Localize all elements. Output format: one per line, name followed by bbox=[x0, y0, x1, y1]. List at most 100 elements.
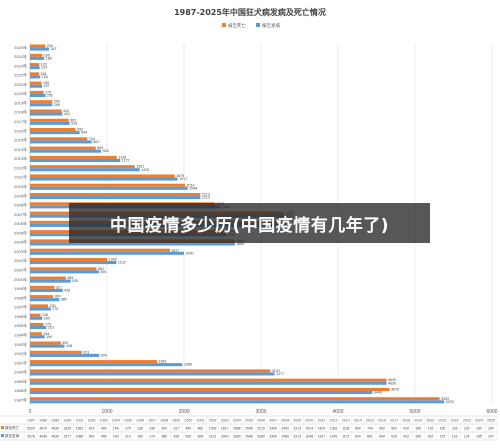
table-cell: 744 bbox=[367, 427, 373, 431]
data-label: 2000 bbox=[186, 251, 194, 255]
table-cell: 290 bbox=[415, 427, 421, 431]
bar-1993-incidence bbox=[30, 344, 65, 348]
table-cell: 4630 bbox=[51, 435, 59, 439]
bar-2003-incidence bbox=[30, 251, 184, 255]
y-tick-label: 2011年 bbox=[14, 174, 27, 180]
data-label: 124 bbox=[41, 66, 47, 70]
bar-2018-death bbox=[30, 109, 62, 113]
data-label: 744 bbox=[89, 137, 95, 141]
table-year: 2024 bbox=[475, 419, 483, 423]
data-label: 290 bbox=[54, 103, 60, 107]
data-label: 1003 bbox=[109, 258, 117, 262]
y-tick-label: 2001年 bbox=[14, 267, 27, 273]
bar-2019-incidence bbox=[30, 103, 53, 107]
data-label: 136 bbox=[42, 313, 48, 317]
table-year: 1990 bbox=[63, 419, 71, 423]
data-label: 154 bbox=[43, 332, 49, 336]
y-tick-label: 2015年 bbox=[14, 137, 27, 143]
x-tick-label: 5000 bbox=[409, 409, 420, 415]
table-year: 1991 bbox=[75, 419, 83, 423]
table-cell: 4630 bbox=[51, 427, 59, 431]
data-label: 1425 bbox=[141, 168, 149, 172]
table-cell: 150 bbox=[440, 427, 446, 431]
x-tick-label: 3000 bbox=[255, 409, 266, 415]
bar-2015-incidence bbox=[30, 140, 92, 144]
bar-2014-incidence bbox=[30, 149, 102, 153]
y-tick-label: 2024年 bbox=[14, 53, 27, 59]
table-cell: 3177 bbox=[64, 435, 72, 439]
data-label: 3177 bbox=[276, 372, 284, 376]
data-label: 133 bbox=[42, 75, 48, 79]
y-tick-label: 2010年 bbox=[14, 183, 27, 189]
table-year: 1999 bbox=[172, 419, 180, 423]
table-cell: 1425 bbox=[330, 435, 338, 439]
table-cell: 862 bbox=[198, 427, 204, 431]
table-cell: 118 bbox=[452, 427, 458, 431]
data-label: 200 bbox=[47, 44, 53, 48]
table-year: 2015 bbox=[366, 419, 374, 423]
bar-1999-incidence bbox=[30, 288, 63, 292]
bar-2020-incidence bbox=[30, 93, 46, 98]
y-tick-label: 2009年 bbox=[14, 192, 27, 198]
table-cell: 4670 bbox=[39, 427, 47, 431]
table-year: 1988 bbox=[39, 419, 47, 423]
table-cell: 2658 bbox=[233, 427, 241, 431]
y-tick-label: 2022年 bbox=[14, 72, 27, 78]
bar-2001-incidence bbox=[30, 270, 99, 274]
table-cell: 854 bbox=[355, 427, 361, 431]
table-year: 1995 bbox=[124, 419, 132, 423]
bar-2015-death bbox=[30, 137, 88, 141]
data-label: 516 bbox=[71, 121, 77, 125]
y-tick-label: 2004年 bbox=[14, 239, 27, 245]
bar-1996-death bbox=[30, 313, 41, 317]
x-tick-label: 6000 bbox=[486, 409, 497, 415]
bar-2011-incidence bbox=[30, 177, 178, 181]
data-label: 176 bbox=[45, 90, 51, 94]
bar-2001-death bbox=[30, 267, 97, 271]
table-cell: 2213 bbox=[294, 435, 302, 439]
bar-2004-incidence bbox=[30, 242, 235, 246]
table-cell: 133 bbox=[452, 435, 458, 439]
bar-1992-death bbox=[30, 350, 82, 354]
table-cell: 1917 bbox=[318, 435, 326, 439]
table-cell: 3215 bbox=[257, 427, 265, 431]
y-tick-label: 2008年 bbox=[14, 202, 27, 208]
table-year: 2004 bbox=[233, 419, 241, 423]
table-cell: 1980 bbox=[76, 435, 84, 439]
x-tick-label: 0 bbox=[29, 409, 32, 415]
table-cell: 200 bbox=[488, 427, 494, 431]
legend-swatch bbox=[222, 23, 226, 27]
data-label: 862 bbox=[98, 267, 104, 271]
table-year: 2021 bbox=[439, 419, 447, 423]
bar-1994-death bbox=[30, 332, 42, 336]
table-cell: 2213 bbox=[294, 427, 302, 431]
y-tick-label: 1991年 bbox=[14, 359, 27, 365]
bar-2002-death bbox=[30, 257, 108, 262]
data-label: 4630 bbox=[388, 378, 396, 382]
y-tick-label: 2014年 bbox=[14, 146, 27, 152]
table-cell: 801 bbox=[367, 435, 373, 439]
data-label: 644 bbox=[81, 131, 87, 135]
table-year: 2003 bbox=[221, 419, 229, 423]
overlay-banner: 中国疫情多少历(中国疫情有几年了) bbox=[69, 203, 430, 243]
table-year: 1993 bbox=[100, 419, 108, 423]
bar-1997-incidence bbox=[30, 307, 51, 311]
table-cell: 465 bbox=[186, 427, 192, 431]
table-cell: 1817 bbox=[221, 427, 229, 431]
y-tick-label: 1999年 bbox=[14, 285, 27, 291]
table-cell: 380 bbox=[161, 435, 167, 439]
bar-1989-death bbox=[30, 378, 387, 382]
legend-label: 报告死亡 bbox=[228, 22, 246, 29]
x-tick-label: 2000 bbox=[178, 409, 189, 415]
bar-1990-death bbox=[30, 369, 271, 373]
table-cell: 136 bbox=[137, 427, 143, 431]
y-tick-label: 2019年 bbox=[14, 99, 27, 105]
y-tick-label: 1998年 bbox=[14, 294, 27, 300]
y-tick-label: 1997年 bbox=[14, 304, 27, 310]
table-cell: 2000 bbox=[221, 435, 229, 439]
bar-2024-death bbox=[30, 53, 43, 57]
data-label: 3120 bbox=[272, 369, 280, 373]
bar-2022-death bbox=[30, 72, 40, 76]
data-label: 422 bbox=[64, 112, 70, 116]
table-series-name: 报告死亡 bbox=[5, 425, 20, 430]
